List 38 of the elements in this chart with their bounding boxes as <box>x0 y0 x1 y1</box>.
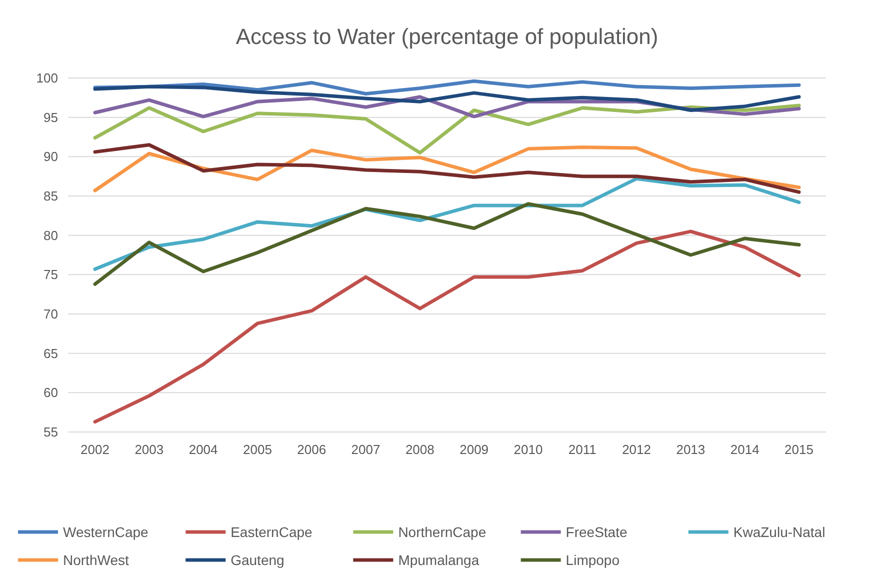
x-tick-label: 2007 <box>351 442 380 457</box>
x-tick-label: 2015 <box>784 442 814 457</box>
y-tick-label: 55 <box>44 424 58 440</box>
y-tick-label: 95 <box>44 110 58 125</box>
y-tick-label: 85 <box>44 188 58 204</box>
x-tick-label: 2006 <box>297 442 326 457</box>
y-tick-label: 60 <box>44 385 58 400</box>
legend-label: NorthernCape <box>398 524 486 540</box>
y-tick-label: 70 <box>44 306 58 322</box>
y-tick-label: 65 <box>44 346 58 361</box>
x-tick-label: 2010 <box>514 442 543 457</box>
x-tick-label: 2003 <box>134 442 164 457</box>
line-series <box>93 202 801 286</box>
chart-title: Access to Water (percentage of population) <box>236 24 658 49</box>
x-tick-label: 2002 <box>80 442 110 457</box>
legend-label: EasternCape <box>230 524 313 540</box>
x-tick-label: 2014 <box>730 442 760 457</box>
x-tick-label: 2004 <box>188 442 218 457</box>
line-series <box>93 84 801 112</box>
legend-label: WesternCape <box>63 524 149 540</box>
x-tick-label: 2012 <box>622 442 651 457</box>
y-tick-label: 90 <box>44 149 58 164</box>
y-tick-label: 100 <box>36 70 58 86</box>
legend-label: Mpumalanga <box>398 552 480 568</box>
y-tick-label: 75 <box>44 267 58 282</box>
x-tick-label: 2005 <box>243 442 272 457</box>
legend-label: Limpopo <box>566 552 620 568</box>
line-series <box>93 104 801 154</box>
legend-label: FreeState <box>566 524 628 540</box>
x-tick-label: 2013 <box>676 442 706 457</box>
legend-label: Gauteng <box>230 552 284 568</box>
legend-label: KwaZulu-Natal <box>733 524 826 540</box>
x-tick-label: 2011 <box>568 442 596 457</box>
legend-label: NorthWest <box>63 552 129 568</box>
x-tick-label: 2008 <box>405 442 434 457</box>
x-tick-label: 2009 <box>460 442 489 457</box>
line-series <box>93 230 801 424</box>
y-tick-label: 80 <box>44 228 58 243</box>
